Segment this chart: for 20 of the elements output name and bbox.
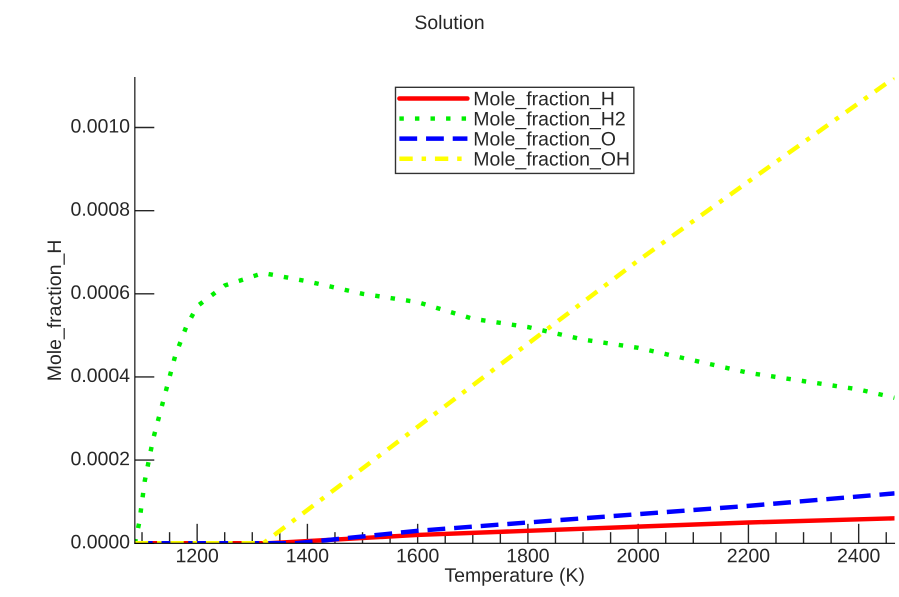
y-tick-label: 0.0000 [71, 534, 130, 548]
y-tick-label: 0.0008 [71, 202, 130, 216]
x-tick-label: 2200 [728, 548, 770, 562]
x-tick-label: 1800 [508, 548, 549, 562]
legend-label: Mole_fraction_H [474, 91, 614, 110]
x-axis-title: Temperature (K) [444, 568, 584, 586]
x-tick-label: 2400 [838, 548, 880, 562]
x-tick-label: 2000 [618, 548, 660, 562]
y-tick-label: 0.0010 [71, 118, 130, 133]
x-tick-label: 1400 [287, 548, 328, 562]
legend-label: Mole_fraction_H2 [474, 111, 625, 130]
x-tick-label: 1600 [398, 548, 439, 562]
x-tick-label: 1200 [177, 548, 218, 562]
chart-title: Solution [415, 14, 484, 30]
y-tick-label: 0.0002 [71, 452, 130, 466]
legend-label: Mole_fraction_O [474, 131, 616, 150]
legend-label: Mole_fraction_OH [474, 151, 628, 170]
y-tick-label: 0.0006 [71, 285, 130, 300]
y-tick-label: 0.0004 [71, 368, 130, 382]
y-axis-title: Mole_fraction_H [46, 241, 65, 380]
